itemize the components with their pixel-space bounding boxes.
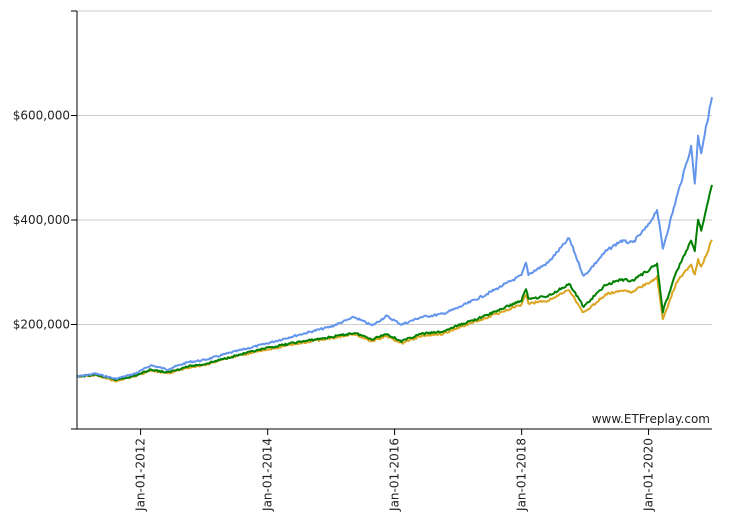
x-tick-label-2: Jan-01-2016 xyxy=(388,438,402,512)
y-tick-label-2: $600,000 xyxy=(13,109,70,123)
x-tick-label-4: Jan-01-2020 xyxy=(642,438,656,512)
x-tick-label-3: Jan-01-2018 xyxy=(515,438,529,512)
axes: $200,000 $400,000 $600,000 Jan-01-2012 Jan-0… xyxy=(13,10,712,512)
series-line-0 xyxy=(77,97,713,381)
gridlines xyxy=(77,10,712,325)
x-tick-label-0: Jan-01-2012 xyxy=(134,438,148,512)
series-line-1 xyxy=(76,184,713,382)
watermark-text: www.ETFreplay.com xyxy=(592,412,710,426)
y-tick-label-0: $200,000 xyxy=(13,318,70,332)
y-tick-label-1: $400,000 xyxy=(13,213,70,227)
x-tick-label-1: Jan-01-2014 xyxy=(261,438,275,512)
series-line-2 xyxy=(76,239,713,383)
series-lines xyxy=(76,97,713,383)
